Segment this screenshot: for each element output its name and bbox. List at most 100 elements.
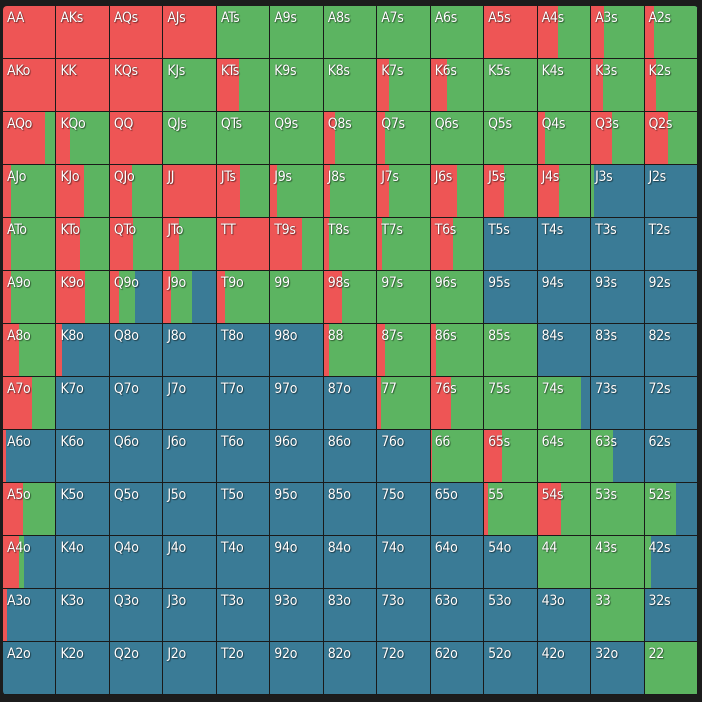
- hand-cell-A6o[interactable]: A6o: [3, 430, 57, 483]
- hand-cell-AQo[interactable]: AQo: [3, 112, 57, 165]
- hand-cell-Q8o[interactable]: Q8o: [109, 324, 164, 377]
- hand-cell-88[interactable]: 88: [323, 324, 378, 377]
- hand-cell-86s[interactable]: 86s: [430, 324, 485, 377]
- hand-cell-QJs[interactable]: QJs: [163, 112, 217, 165]
- hand-cell-T2s[interactable]: T2s: [644, 218, 698, 271]
- hand-cell-65s[interactable]: 65s: [484, 430, 538, 483]
- hand-cell-A7s[interactable]: A7s: [377, 6, 431, 59]
- hand-cell-22[interactable]: 22: [644, 642, 698, 695]
- hand-cell-T8o[interactable]: T8o: [216, 324, 271, 377]
- hand-cell-J4o[interactable]: J4o: [163, 536, 217, 589]
- hand-cell-J6o[interactable]: J6o: [163, 430, 217, 483]
- hand-cell-K7o[interactable]: K7o: [56, 377, 110, 430]
- hand-cell-T5s[interactable]: T5s: [484, 218, 538, 271]
- hand-cell-J2s[interactable]: J2s: [644, 165, 698, 218]
- hand-cell-Q3s[interactable]: Q3s: [591, 112, 645, 165]
- hand-cell-96o[interactable]: 96o: [270, 430, 324, 483]
- hand-cell-K9o[interactable]: K9o: [56, 271, 110, 324]
- hand-cell-K9s[interactable]: K9s: [270, 59, 324, 112]
- hand-cell-J9s[interactable]: J9s: [270, 165, 324, 218]
- hand-cell-K5s[interactable]: K5s: [484, 59, 538, 112]
- hand-cell-42o[interactable]: 42o: [537, 642, 592, 695]
- hand-cell-63s[interactable]: 63s: [591, 430, 645, 483]
- hand-cell-A8s[interactable]: A8s: [323, 6, 378, 59]
- hand-cell-82s[interactable]: 82s: [644, 324, 698, 377]
- hand-cell-83s[interactable]: 83s: [591, 324, 645, 377]
- hand-cell-K4o[interactable]: K4o: [56, 536, 110, 589]
- hand-cell-72o[interactable]: 72o: [377, 642, 431, 695]
- hand-cell-JTs[interactable]: JTs: [216, 165, 271, 218]
- hand-cell-QTs[interactable]: QTs: [216, 112, 271, 165]
- hand-cell-KJo[interactable]: KJo: [56, 165, 110, 218]
- hand-cell-65o[interactable]: 65o: [430, 483, 485, 536]
- hand-cell-KQs[interactable]: KQs: [109, 59, 164, 112]
- hand-cell-AKo[interactable]: AKo: [3, 59, 57, 112]
- hand-cell-J2o[interactable]: J2o: [163, 642, 217, 695]
- hand-cell-93o[interactable]: 93o: [270, 589, 324, 642]
- hand-cell-87o[interactable]: 87o: [323, 377, 378, 430]
- hand-cell-84o[interactable]: 84o: [323, 536, 378, 589]
- hand-cell-T9o[interactable]: T9o: [216, 271, 271, 324]
- hand-cell-A8o[interactable]: A8o: [3, 324, 57, 377]
- hand-cell-94o[interactable]: 94o: [270, 536, 324, 589]
- hand-cell-96s[interactable]: 96s: [430, 271, 485, 324]
- hand-cell-87s[interactable]: 87s: [377, 324, 431, 377]
- hand-cell-AA[interactable]: AA: [3, 6, 57, 59]
- hand-cell-KJs[interactable]: KJs: [163, 59, 217, 112]
- hand-cell-52o[interactable]: 52o: [484, 642, 538, 695]
- hand-cell-J7s[interactable]: J7s: [377, 165, 431, 218]
- hand-cell-JTo[interactable]: JTo: [163, 218, 217, 271]
- hand-cell-A5s[interactable]: A5s: [484, 6, 538, 59]
- hand-cell-Q5o[interactable]: Q5o: [109, 483, 164, 536]
- hand-cell-76s[interactable]: 76s: [430, 377, 485, 430]
- hand-cell-QJo[interactable]: QJo: [109, 165, 164, 218]
- hand-cell-66[interactable]: 66: [430, 430, 485, 483]
- hand-cell-T6s[interactable]: T6s: [430, 218, 485, 271]
- hand-cell-54o[interactable]: 54o: [484, 536, 538, 589]
- hand-cell-73o[interactable]: 73o: [377, 589, 431, 642]
- hand-cell-KK[interactable]: KK: [56, 59, 110, 112]
- hand-cell-92o[interactable]: 92o: [270, 642, 324, 695]
- hand-cell-K2o[interactable]: K2o: [56, 642, 110, 695]
- hand-cell-K4s[interactable]: K4s: [537, 59, 592, 112]
- hand-cell-92s[interactable]: 92s: [644, 271, 698, 324]
- hand-cell-98s[interactable]: 98s: [323, 271, 378, 324]
- hand-cell-32o[interactable]: 32o: [591, 642, 645, 695]
- hand-cell-Q4o[interactable]: Q4o: [109, 536, 164, 589]
- hand-cell-T4s[interactable]: T4s: [537, 218, 592, 271]
- hand-cell-J9o[interactable]: J9o: [163, 271, 217, 324]
- hand-cell-K7s[interactable]: K7s: [377, 59, 431, 112]
- hand-cell-75s[interactable]: 75s: [484, 377, 538, 430]
- hand-cell-Q3o[interactable]: Q3o: [109, 589, 164, 642]
- hand-cell-A3s[interactable]: A3s: [591, 6, 645, 59]
- hand-cell-95s[interactable]: 95s: [484, 271, 538, 324]
- hand-cell-A9s[interactable]: A9s: [270, 6, 324, 59]
- hand-cell-A6s[interactable]: A6s: [430, 6, 485, 59]
- hand-cell-75o[interactable]: 75o: [377, 483, 431, 536]
- hand-cell-63o[interactable]: 63o: [430, 589, 485, 642]
- hand-cell-A2o[interactable]: A2o: [3, 642, 57, 695]
- hand-cell-A3o[interactable]: A3o: [3, 589, 57, 642]
- hand-cell-82o[interactable]: 82o: [323, 642, 378, 695]
- hand-cell-KTs[interactable]: KTs: [216, 59, 271, 112]
- hand-cell-J3o[interactable]: J3o: [163, 589, 217, 642]
- hand-cell-J4s[interactable]: J4s: [537, 165, 592, 218]
- hand-cell-95o[interactable]: 95o: [270, 483, 324, 536]
- hand-cell-77[interactable]: 77: [377, 377, 431, 430]
- hand-cell-T8s[interactable]: T8s: [323, 218, 378, 271]
- hand-cell-K8s[interactable]: K8s: [323, 59, 378, 112]
- hand-cell-T2o[interactable]: T2o: [216, 642, 271, 695]
- hand-cell-83o[interactable]: 83o: [323, 589, 378, 642]
- hand-cell-QQ[interactable]: QQ: [109, 112, 164, 165]
- hand-cell-QTo[interactable]: QTo: [109, 218, 164, 271]
- hand-cell-98o[interactable]: 98o: [270, 324, 324, 377]
- hand-cell-J7o[interactable]: J7o: [163, 377, 217, 430]
- hand-cell-Q9o[interactable]: Q9o: [109, 271, 164, 324]
- hand-cell-42s[interactable]: 42s: [644, 536, 698, 589]
- hand-cell-AJs[interactable]: AJs: [163, 6, 217, 59]
- hand-cell-K5o[interactable]: K5o: [56, 483, 110, 536]
- hand-cell-J5o[interactable]: J5o: [163, 483, 217, 536]
- hand-cell-T3o[interactable]: T3o: [216, 589, 271, 642]
- hand-cell-Q8s[interactable]: Q8s: [323, 112, 378, 165]
- hand-cell-A5o[interactable]: A5o: [3, 483, 57, 536]
